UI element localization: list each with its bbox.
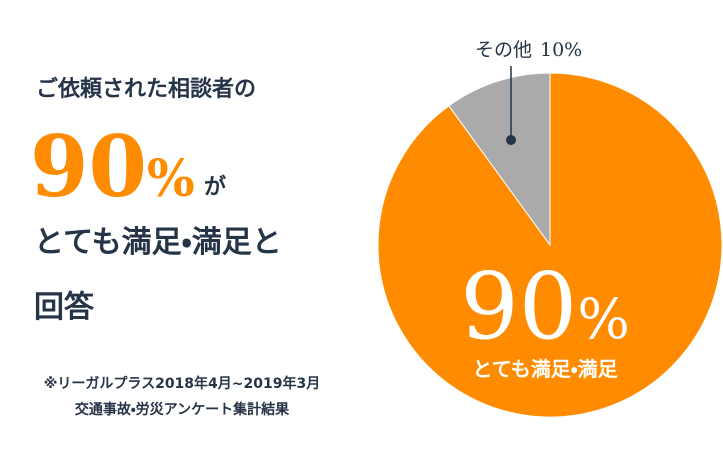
headline-figure: 90% <box>30 117 195 216</box>
slice-category-label: その他 <box>475 39 532 61</box>
slice-value-label: 90% <box>460 253 630 360</box>
headline-line: 回答 <box>34 290 95 325</box>
headline-line: とても満足・満足と <box>34 225 282 260</box>
headline-particle: が <box>204 174 226 200</box>
slice-category-label: とても満足・満足 <box>472 357 618 381</box>
pie-slice <box>377 72 723 418</box>
footnote: ※リーガルプラス2018年4月~2019年3月 <box>44 375 320 392</box>
callout-dot <box>506 135 516 145</box>
slice-value-label: 10% <box>540 39 582 61</box>
headline-lead: ご依頼された相談者の <box>36 76 256 102</box>
footnote: 交通事故・労災アンケート集計結果 <box>75 401 290 418</box>
pie-slice <box>448 72 551 247</box>
